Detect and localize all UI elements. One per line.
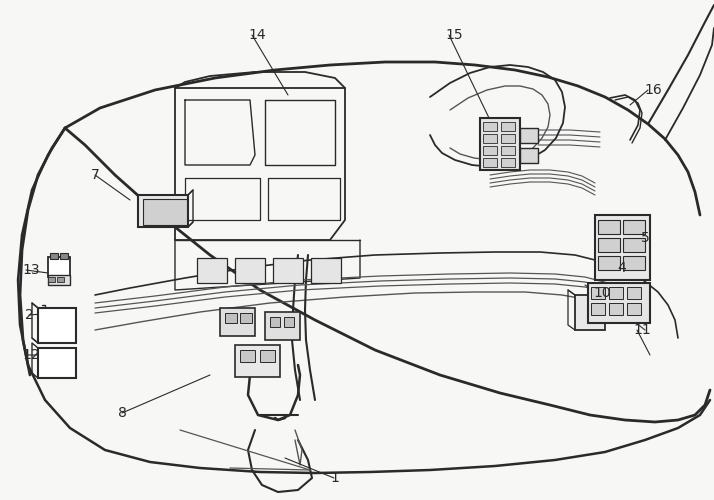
Bar: [270, 317, 280, 327]
Bar: [520, 128, 538, 143]
Bar: [48, 257, 70, 277]
Bar: [235, 258, 265, 283]
Bar: [623, 220, 645, 234]
Bar: [38, 348, 76, 378]
Bar: [609, 287, 623, 299]
Bar: [595, 215, 650, 280]
Bar: [265, 312, 300, 340]
Text: 14: 14: [248, 28, 266, 42]
Bar: [483, 134, 497, 143]
Bar: [143, 199, 187, 225]
Text: 12: 12: [22, 348, 39, 362]
Text: 15: 15: [445, 28, 463, 42]
Bar: [235, 345, 280, 377]
Bar: [240, 313, 252, 323]
Text: 7: 7: [91, 168, 100, 182]
Text: 10: 10: [593, 286, 610, 300]
Bar: [483, 122, 497, 131]
Bar: [598, 256, 620, 270]
Bar: [623, 238, 645, 252]
Bar: [273, 258, 303, 283]
Bar: [501, 158, 515, 167]
Bar: [138, 195, 188, 227]
Bar: [575, 295, 605, 330]
Bar: [225, 313, 237, 323]
Text: 13: 13: [22, 263, 39, 277]
Bar: [598, 238, 620, 252]
Text: 4: 4: [617, 261, 625, 275]
Bar: [260, 350, 275, 362]
Bar: [197, 258, 227, 283]
Text: 2: 2: [25, 308, 34, 322]
Bar: [38, 308, 76, 343]
Bar: [627, 287, 641, 299]
Bar: [483, 158, 497, 167]
Bar: [57, 277, 64, 282]
Bar: [501, 146, 515, 155]
Text: 5: 5: [641, 231, 650, 245]
Bar: [483, 146, 497, 155]
Text: 1: 1: [330, 471, 339, 485]
Text: 11: 11: [633, 323, 650, 337]
Bar: [598, 220, 620, 234]
Bar: [627, 303, 641, 315]
Bar: [623, 256, 645, 270]
Bar: [480, 118, 520, 170]
Bar: [220, 308, 255, 336]
Bar: [588, 283, 650, 323]
Bar: [520, 148, 538, 163]
Bar: [48, 277, 55, 282]
Bar: [284, 317, 294, 327]
Bar: [240, 350, 255, 362]
Text: 8: 8: [118, 406, 127, 420]
Bar: [48, 275, 70, 285]
Bar: [591, 287, 605, 299]
Bar: [501, 134, 515, 143]
Bar: [311, 258, 341, 283]
Bar: [50, 253, 58, 259]
Bar: [591, 303, 605, 315]
Bar: [60, 253, 68, 259]
Text: 16: 16: [644, 83, 662, 97]
Bar: [501, 122, 515, 131]
Bar: [609, 303, 623, 315]
